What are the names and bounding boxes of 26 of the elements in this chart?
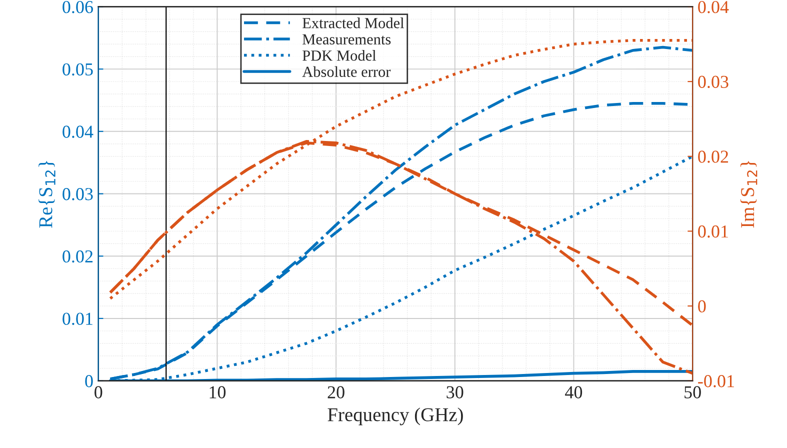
y-tick-label: 0.01 bbox=[62, 312, 92, 325]
y2-tick-label: 0.03 bbox=[698, 76, 728, 88]
x-axis-title: Frequency (GHz) bbox=[328, 408, 463, 426]
y2-tick-label: -0.01 bbox=[698, 375, 734, 388]
legend-label: PDK Model bbox=[302, 50, 376, 61]
y-tick-label: 0.02 bbox=[62, 250, 93, 263]
y2-tick-label: 0 bbox=[698, 300, 706, 312]
x-tick-label: 10 bbox=[210, 386, 226, 398]
x-tick-label: 0 bbox=[94, 386, 102, 398]
y-tick-label: 0.06 bbox=[62, 0, 93, 14]
x-tick-label: 20 bbox=[328, 386, 344, 398]
y-tick-label: 0 bbox=[85, 375, 93, 388]
y2-tick-label: 0.02 bbox=[698, 150, 728, 163]
legend-label: Measurements bbox=[302, 34, 391, 44]
y-tick-label: 0.03 bbox=[62, 188, 93, 200]
legend-label: Extracted Model bbox=[302, 18, 404, 28]
y-axis-title: Re{S$_{12}$} bbox=[38, 161, 56, 228]
legend-label: Absolute error bbox=[302, 66, 391, 77]
y2-tick-label: 0.04 bbox=[698, 0, 729, 14]
y-tick-label: 0.05 bbox=[62, 63, 93, 76]
y2-tick-label: 0.01 bbox=[698, 225, 728, 238]
x-tick-label: 50 bbox=[684, 386, 701, 398]
y2-axis-title: Im{S$_{12}$} bbox=[740, 161, 758, 228]
x-tick-label: 40 bbox=[565, 386, 582, 398]
x-tick-label: 30 bbox=[446, 386, 464, 398]
y-tick-label: 0.04 bbox=[62, 126, 94, 138]
